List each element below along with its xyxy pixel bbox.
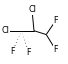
Text: F: F (54, 45, 58, 54)
Text: F: F (54, 16, 58, 25)
Text: F: F (26, 48, 31, 57)
Text: F: F (10, 47, 14, 56)
Text: Cl: Cl (1, 26, 9, 35)
Text: Cl: Cl (28, 5, 36, 14)
